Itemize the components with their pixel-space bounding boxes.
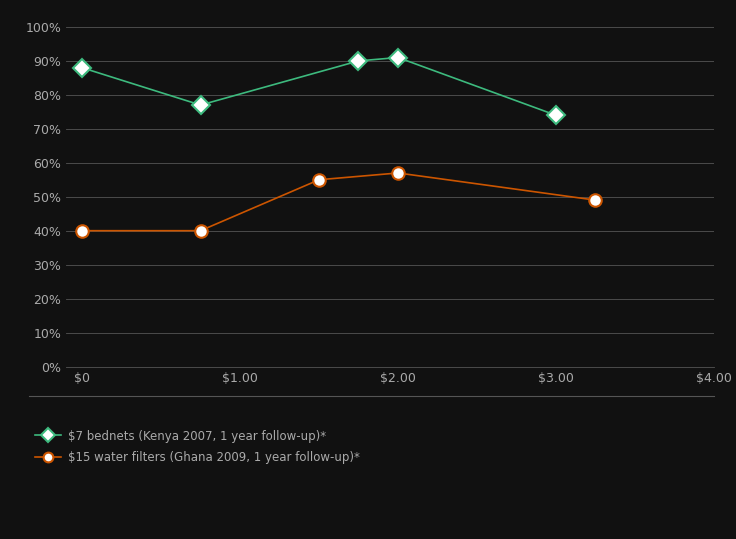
Legend: $7 bednets (Kenya 2007, 1 year follow-up)*, $15 water filters (Ghana 2009, 1 yea: $7 bednets (Kenya 2007, 1 year follow-up… [35, 430, 361, 464]
